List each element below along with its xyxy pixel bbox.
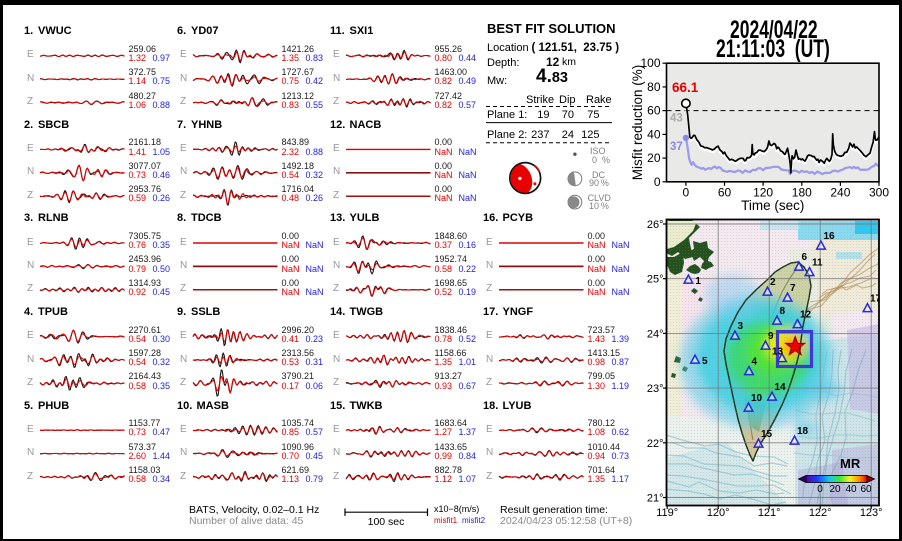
svg-text:1: 1 xyxy=(695,276,701,287)
svg-text:20: 20 xyxy=(829,484,841,495)
svg-text:20: 20 xyxy=(647,151,661,165)
svg-text:MR: MR xyxy=(840,456,861,471)
svg-text:12: 12 xyxy=(800,310,812,321)
svg-text:0: 0 xyxy=(683,185,690,199)
svg-text:60: 60 xyxy=(718,185,732,199)
svg-text:18: 18 xyxy=(797,426,809,437)
svg-text:180: 180 xyxy=(792,185,812,199)
svg-text:16: 16 xyxy=(824,231,836,242)
svg-text:22°: 22° xyxy=(647,438,664,450)
svg-text:37: 37 xyxy=(670,141,683,153)
svg-text:121°: 121° xyxy=(758,507,781,519)
svg-text:24°: 24° xyxy=(647,328,664,340)
svg-text:7: 7 xyxy=(790,283,796,294)
svg-text:122°: 122° xyxy=(809,507,832,519)
svg-text:25°: 25° xyxy=(647,274,664,286)
svg-text:23°: 23° xyxy=(647,383,664,395)
svg-text:60: 60 xyxy=(647,104,661,118)
svg-text:240: 240 xyxy=(830,185,850,199)
svg-text:5: 5 xyxy=(702,356,708,367)
svg-text:6: 6 xyxy=(802,252,808,263)
svg-text:40: 40 xyxy=(647,127,661,141)
svg-text:120°: 120° xyxy=(707,507,730,519)
svg-text:119°: 119° xyxy=(656,507,678,519)
svg-text:66.1: 66.1 xyxy=(672,80,699,95)
svg-text:8: 8 xyxy=(780,306,786,317)
svg-text:4: 4 xyxy=(752,357,758,368)
svg-text:10: 10 xyxy=(751,393,763,404)
svg-text:300: 300 xyxy=(869,185,889,199)
svg-text:0: 0 xyxy=(817,484,823,495)
svg-text:Misfit reduction (%): Misfit reduction (%) xyxy=(630,65,645,181)
svg-text:60: 60 xyxy=(860,484,872,495)
svg-text:15: 15 xyxy=(761,429,773,440)
svg-text:17: 17 xyxy=(870,294,882,305)
svg-text:13: 13 xyxy=(772,347,784,358)
svg-text:11: 11 xyxy=(812,258,823,269)
svg-text:120: 120 xyxy=(753,185,773,199)
svg-text:Time (sec): Time (sec) xyxy=(741,198,804,213)
svg-text:9: 9 xyxy=(768,331,774,342)
svg-text:0: 0 xyxy=(654,175,661,189)
svg-text:123°: 123° xyxy=(860,507,883,519)
svg-text:26°: 26° xyxy=(647,219,664,231)
svg-text:80: 80 xyxy=(647,80,661,94)
svg-text:40: 40 xyxy=(845,484,857,495)
svg-text:2: 2 xyxy=(770,277,776,288)
svg-text:3: 3 xyxy=(738,321,744,332)
svg-text:21°: 21° xyxy=(647,493,664,505)
svg-text:14: 14 xyxy=(775,382,787,393)
svg-text:100: 100 xyxy=(640,56,660,70)
svg-text:43: 43 xyxy=(670,113,683,125)
